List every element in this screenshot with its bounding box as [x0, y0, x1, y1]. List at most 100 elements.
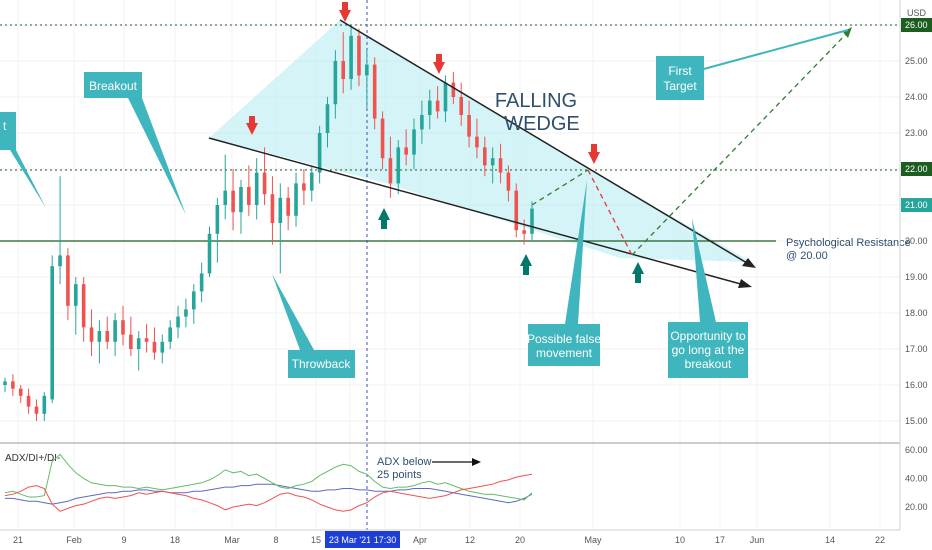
time-tick-label: 18 [170, 535, 180, 545]
time-tick-label: Mar [224, 535, 240, 545]
candle [286, 187, 290, 231]
price-tick-label: 20.00 [905, 236, 928, 246]
indicator-label: ADX/DI+/DI- [5, 453, 60, 464]
candle [357, 28, 361, 87]
candle [530, 201, 534, 241]
candle [506, 165, 511, 202]
candle [412, 118, 416, 169]
time-tick-label: Apr [413, 535, 427, 545]
candle [215, 197, 220, 263]
target-arrowhead [843, 27, 852, 38]
candle [50, 255, 54, 403]
price-tick-label: 22.00 [905, 164, 928, 174]
candle [73, 277, 78, 335]
candle [58, 176, 62, 285]
candle [317, 125, 322, 184]
callout-throwback: Throwback [272, 274, 355, 378]
callout-throwback-text: Throwback [292, 357, 352, 371]
candle [136, 331, 141, 371]
candle [152, 327, 157, 360]
indicator-tick-label: 40.00 [905, 474, 928, 484]
callout-opportunity: Opportunity to go long at the breakout [668, 218, 748, 378]
candle [420, 100, 424, 144]
price-tick-label: 25.00 [905, 56, 928, 66]
time-tick-label: 14 [825, 535, 835, 545]
candle [129, 316, 133, 357]
time-tick-label: Jun [750, 535, 765, 545]
time-tick-label: 22 [875, 535, 885, 545]
time-tick-label: 21 [13, 535, 23, 545]
candle [372, 57, 377, 130]
candle [490, 147, 495, 184]
target-callout-pointer [699, 29, 849, 71]
wedge-lower-line [208, 137, 749, 287]
red-arrow-4 [588, 144, 600, 164]
time-tick-label: 9 [121, 535, 126, 545]
price-tag [901, 162, 932, 176]
candle [42, 392, 47, 421]
time-tick-label: Feb [66, 535, 82, 545]
candle [467, 100, 471, 148]
pattern-title-line2: WEDGE [504, 113, 580, 135]
callout-first-target-line1: First [668, 64, 692, 78]
psych-label-line2: @ 20.00 [786, 250, 828, 262]
candle [66, 248, 70, 321]
green-arrow-2 [520, 254, 532, 275]
candle [231, 169, 235, 231]
candle [294, 172, 298, 227]
candle [341, 32, 346, 94]
price-tick-label: 17.00 [905, 344, 928, 354]
candle [349, 25, 353, 90]
candle [435, 86, 440, 119]
candle [89, 309, 94, 357]
indicator-tick-label: 20.00 [905, 502, 928, 512]
time-tick-label: 10 [675, 535, 685, 545]
callout-first-target-line2: Target [663, 79, 697, 93]
candle [270, 176, 275, 245]
crosshair-time-tag [325, 531, 375, 548]
projection-red [587, 169, 633, 256]
candle [365, 50, 369, 108]
callout-opportunity-line1: Opportunity to [670, 329, 746, 343]
red-arrow-1 [246, 116, 258, 135]
candle [121, 305, 125, 346]
candle [333, 50, 338, 119]
wedge-upper-arrowhead [742, 258, 756, 268]
candle [168, 320, 172, 349]
time-tick-label: 23 Mar '21 [329, 535, 371, 545]
price-tick-label: 24.00 [905, 92, 928, 102]
candle [522, 219, 526, 245]
time-tick-label: 20 [515, 535, 525, 545]
callout-false-move: Possible false movement [527, 180, 601, 366]
price-tick-label: 15.00 [905, 416, 928, 426]
indicator-axis: 60.00 40.00 20.00 [905, 445, 928, 512]
callout-left-cut: t [0, 112, 46, 208]
candle [160, 334, 165, 364]
wedge-shape [209, 20, 752, 262]
price-tick-label: 18.00 [905, 308, 928, 318]
indicator-line-di [4, 453, 533, 501]
red-arrow-2 [339, 2, 351, 22]
candles [3, 25, 534, 421]
time-tick-label: 17:30 [374, 535, 397, 545]
price-tick-label: 21.00 [905, 200, 928, 210]
adx-note-arrowhead [472, 458, 481, 466]
candle [380, 111, 385, 169]
candle [191, 284, 196, 324]
wedge-lower-arrowhead [738, 279, 752, 288]
candle [207, 226, 212, 277]
projection-green-1 [531, 169, 589, 206]
indicator-tick-label: 60.00 [905, 445, 928, 455]
price-tick-label: 16.00 [905, 380, 928, 390]
price-tick-label: 19.00 [905, 272, 928, 282]
candle [396, 140, 401, 195]
candle [404, 129, 408, 166]
projection-green-2 [631, 29, 851, 256]
candle [247, 165, 251, 216]
callout-false-move-line2: movement [536, 346, 593, 360]
candle [475, 118, 479, 159]
psych-label-line1: Psychological Resistance [786, 237, 911, 249]
price-tag [901, 198, 932, 212]
candle [18, 385, 23, 403]
candle [262, 147, 267, 205]
